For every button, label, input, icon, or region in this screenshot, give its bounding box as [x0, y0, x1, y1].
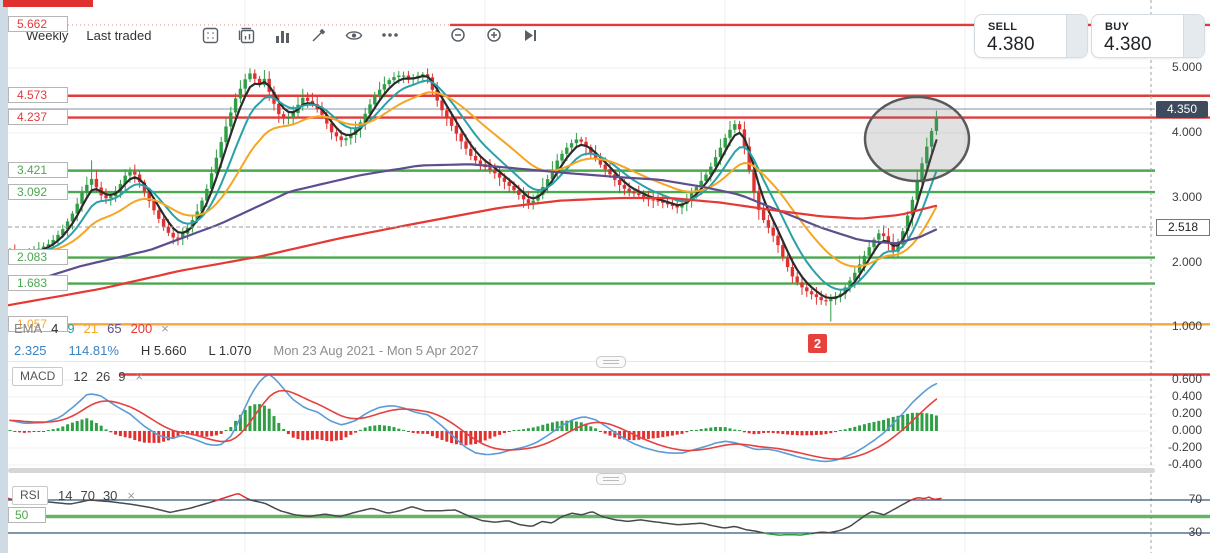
price-type-selector[interactable]: Last traded — [86, 27, 152, 43]
rsi-params: 14 70 30 — [58, 488, 117, 503]
change-percent: 114.81% — [68, 343, 119, 358]
ema-periods-item: 21 — [83, 321, 99, 336]
indicators-icon[interactable] — [273, 26, 291, 44]
crosshair-price-label: 2.518 — [1156, 219, 1210, 236]
rsi-bands — [8, 499, 1210, 534]
macd-lines — [9, 373, 938, 463]
current-price-badge: 4.350 — [1156, 101, 1208, 118]
axis-tick-0.200: 0.200 — [1171, 406, 1202, 420]
axis-tick-30: 30 — [1188, 525, 1202, 539]
level-label-3.421[interactable]: 3.421 — [8, 162, 68, 179]
horizontal-scrollbar[interactable] — [8, 468, 1155, 473]
macd-params-item: 9 — [118, 369, 126, 384]
axis-tick-0.000: 0.000 — [1171, 423, 1202, 437]
level-label-1.057[interactable]: 1.057 — [8, 315, 68, 332]
macd-params-item: 12 — [73, 369, 88, 384]
alert-strip — [3, 0, 93, 7]
macd-params: 12 26 9 — [73, 369, 125, 384]
axis-tick--0.200: -0.200 — [1167, 440, 1202, 454]
level-label-4.237[interactable]: 4.237 — [8, 109, 68, 126]
rsi-params-item: 70 — [80, 488, 95, 503]
rsi-close-icon[interactable]: × — [127, 488, 136, 503]
macd-params-item: 26 — [95, 369, 111, 384]
axis-tick-5.000: 5.000 — [1171, 60, 1202, 74]
axis-tick-4.000: 4.000 — [1171, 125, 1202, 139]
ema-periods-item: 9 — [67, 321, 75, 336]
axis-tick-2.000: 2.000 — [1171, 255, 1202, 269]
ema-periods-item: 4 — [51, 321, 59, 336]
high-value: H 5.660 — [140, 343, 187, 358]
buy-label: BUY — [1105, 21, 1130, 33]
sell-label: SELL — [988, 21, 1018, 33]
macd-legend: MACD 12 26 9 × — [12, 367, 143, 386]
macd-close-icon[interactable]: × — [135, 369, 144, 384]
buy-button[interactable]: BUY 4.380 — [1091, 14, 1205, 58]
visible-date-range: Mon 23 Aug 2021 - Mon 5 Apr 2027 — [273, 343, 479, 358]
axis-tick-0.600: 0.600 — [1171, 372, 1202, 386]
zoom-in-icon[interactable] — [485, 26, 503, 44]
axis-tick-0.400: 0.400 — [1171, 389, 1202, 403]
rsi-pane-resize-grip[interactable] — [596, 473, 626, 485]
chart-layout-icon[interactable] — [237, 26, 255, 44]
rsi-legend: RSI 14 70 30 × — [12, 486, 135, 505]
ema-legend-title: EMA — [14, 321, 43, 336]
rsi-params-item: 14 — [58, 488, 73, 503]
level-label-2.083[interactable]: 2.083 — [8, 249, 68, 266]
chart-toolbar: Weekly Last traded — [26, 24, 539, 46]
low-value: L 1.070 — [208, 343, 252, 358]
rsi-mid-level-label[interactable]: 50 — [8, 507, 46, 523]
axis-tick-3.000: 3.000 — [1171, 190, 1202, 204]
level-lines — [8, 23, 1210, 326]
level-label-4.573[interactable]: 4.573 — [8, 87, 68, 104]
level-label-1.683[interactable]: 1.683 — [8, 275, 68, 292]
crosshair — [8, 0, 1155, 553]
ohlc-values-row: 2.325 114.81% H 5.660 L 1.070 Mon 23 Aug… — [14, 343, 479, 358]
go-to-end-icon[interactable] — [521, 26, 539, 44]
axis-tick-70: 70 — [1188, 492, 1202, 506]
draw-icon[interactable] — [309, 26, 327, 44]
sell-price: 4.380 — [987, 34, 1035, 55]
chart-marker-2[interactable]: 2 — [808, 334, 827, 353]
rsi-params-item: 30 — [102, 488, 118, 503]
axis-tick-1.000: 1.000 — [1171, 319, 1202, 333]
level-label-3.092[interactable]: 3.092 — [8, 183, 68, 200]
ellipse-annotation[interactable] — [863, 95, 971, 183]
ema-periods-item: 200 — [130, 321, 153, 336]
window-frame-strip — [0, 0, 8, 553]
macd-legend-title[interactable]: MACD — [12, 367, 64, 386]
level-label-5.662[interactable]: 5.662 — [8, 16, 68, 33]
ema-legend: EMA 4 9 21 65 200 × — [14, 321, 169, 336]
zoom-out-icon[interactable] — [449, 26, 467, 44]
rsi-legend-title[interactable]: RSI — [12, 486, 49, 505]
ema-periods: 4 9 21 65 200 — [51, 321, 152, 336]
hide-drawings-eye-icon[interactable] — [345, 26, 363, 44]
sell-expand-handle[interactable] — [1066, 15, 1087, 57]
sell-button[interactable]: SELL 4.380 — [974, 14, 1088, 58]
axis-tick--0.400: -0.400 — [1167, 457, 1202, 471]
more-options-icon[interactable] — [381, 26, 399, 44]
ema-periods-item: 65 — [107, 321, 122, 336]
candle-style-icon[interactable] — [201, 26, 219, 44]
change-value: 2.325 — [14, 343, 47, 358]
buy-price: 4.380 — [1104, 34, 1152, 55]
ema-close-icon[interactable]: × — [161, 321, 169, 336]
buy-expand-handle[interactable] — [1183, 15, 1204, 57]
macd-pane-resize-grip[interactable] — [596, 356, 626, 368]
